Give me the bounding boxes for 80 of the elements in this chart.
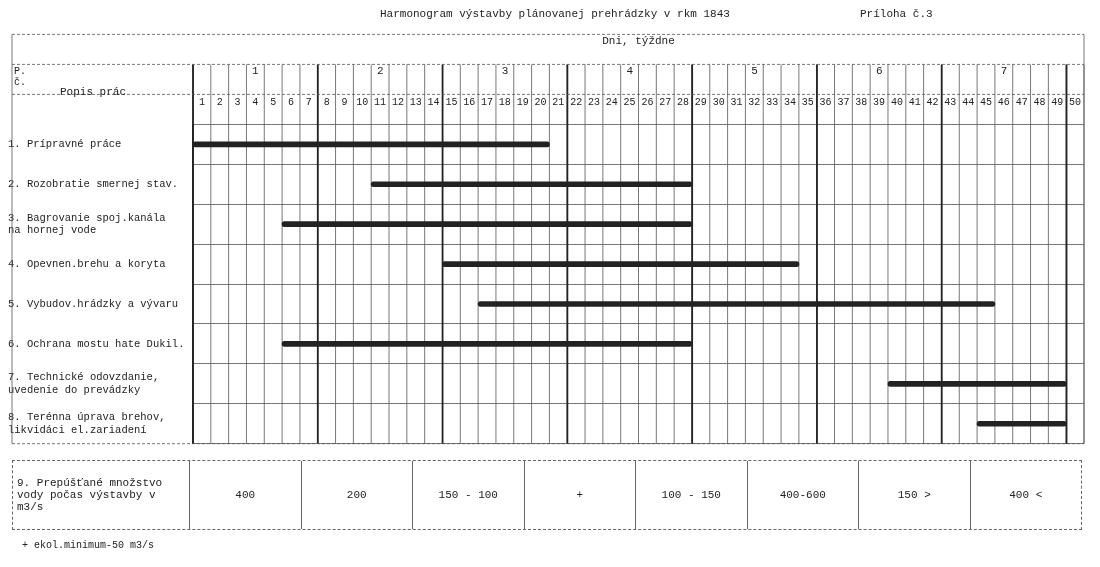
x-tick-label: 48	[1033, 97, 1046, 109]
x-tick-label: 42	[926, 97, 939, 109]
x-tick-label: 36	[819, 97, 832, 109]
x-tick-label: 5	[270, 97, 277, 109]
x-tick-label: 41	[908, 97, 921, 109]
y-tick-label: 3. Bagrovanie spoj.kanála na hornej vode	[8, 211, 166, 237]
x2-tick-label: 5	[751, 64, 758, 77]
x-tick-label: 40	[890, 97, 903, 109]
x2-tick-label: 3	[501, 64, 509, 77]
x-tick-label: 47	[1015, 97, 1028, 109]
text: 9. Prepúšťané množstvo vody počas výstavby v m3/s	[16, 476, 164, 515]
x-tick-label: 38	[855, 97, 868, 109]
y-tick-label: 1. Prípravné práce	[8, 138, 122, 151]
x2-tick-label: 2	[376, 64, 384, 77]
x-tick-label: 35	[801, 97, 814, 109]
y-tick-label: 4. Opevnen.brehu a koryta	[8, 257, 166, 270]
text: 150 - 100	[412, 461, 524, 529]
x-tick-label: 1	[198, 97, 205, 109]
x-tick-label: 8	[323, 97, 330, 109]
text: 200	[300, 461, 412, 529]
x-tick-label: 34	[783, 97, 796, 109]
text: 400 <	[969, 461, 1081, 529]
x-tick-label: 49	[1051, 97, 1064, 109]
y-tick-label: 5. Vybudov.hrádzky a vývaru	[8, 297, 179, 310]
y-tick-label: 6. Ochrana mostu hate Dukil.	[8, 337, 185, 350]
x-tick-label: 4	[252, 97, 259, 109]
x-tick-label: 31	[730, 97, 743, 109]
x-tick-label: 16	[463, 97, 476, 109]
x-tick-label: 28	[677, 97, 690, 109]
x-tick-label: 46	[997, 97, 1010, 109]
text: + ekol.minimum-50 m3/s	[22, 540, 155, 551]
x-tick-label: 19	[516, 97, 529, 109]
x-tick-label: 18	[498, 97, 511, 109]
x-tick-label: 21	[552, 97, 565, 109]
x-tick-label: 39	[873, 97, 886, 109]
x-tick-label: 25	[623, 97, 636, 109]
x-tick-label: 17	[481, 97, 494, 109]
text: P. č.	[14, 66, 27, 88]
text: 100 - 150	[635, 461, 747, 529]
x-tick-label: 37	[837, 97, 850, 109]
x-tick-label: 45	[979, 97, 992, 109]
x2-tick-label: 4	[626, 64, 634, 77]
y-tick-label: 7. Technické odovzdanie, uvedenie do prevádzky	[8, 371, 160, 396]
x-tick-label: 2	[216, 97, 223, 109]
y-axis-title: Popis prác	[60, 86, 127, 98]
x-tick-label: 13	[409, 97, 422, 109]
chart-title: Harmonogram výstavby plánovanej prehrádzky v rkm 1843	[380, 8, 730, 20]
x-tick-label: 10	[356, 97, 369, 109]
x-tick-label: 11	[374, 97, 387, 109]
x-tick-label: 32	[748, 97, 761, 109]
x-tick-label: 20	[534, 97, 547, 109]
x-tick-label: 43	[944, 97, 957, 109]
text: 400-600	[746, 461, 858, 529]
x-axis-title: Dni, týždne	[602, 34, 675, 47]
text: 150 >	[858, 461, 970, 529]
x-tick-label: 7	[305, 97, 312, 109]
x-tick-label: 9	[341, 97, 348, 109]
x-tick-label: 14	[427, 97, 440, 109]
x2-tick-label: 1	[252, 64, 260, 77]
x-tick-label: 29	[694, 97, 707, 109]
x-tick-label: 12	[391, 97, 404, 109]
text: +	[523, 461, 635, 529]
x-tick-label: 24	[605, 97, 618, 109]
y-tick-label: 8. Terénna úprava brehov, likvidáci el.zariadení	[8, 411, 166, 436]
x2-tick-label: 6	[876, 64, 883, 77]
x-tick-label: 6	[288, 97, 295, 109]
x-tick-label: 50	[1069, 97, 1082, 109]
x-tick-label: 23	[587, 97, 600, 109]
y-tick-label: 2. Rozobratie smernej stav.	[8, 178, 179, 191]
x-tick-label: 3	[234, 97, 241, 109]
x-tick-label: 22	[570, 97, 583, 109]
x-tick-label: 15	[445, 97, 458, 109]
x-tick-label: 30	[712, 97, 725, 109]
text: Príloha č.3	[860, 8, 933, 20]
x-tick-label: 26	[641, 97, 654, 109]
x-tick-label: 27	[659, 97, 672, 109]
x-tick-label: 44	[962, 97, 975, 109]
x-tick-label: 33	[766, 97, 779, 109]
text: 400	[189, 461, 301, 529]
x2-tick-label: 7	[1000, 64, 1008, 77]
